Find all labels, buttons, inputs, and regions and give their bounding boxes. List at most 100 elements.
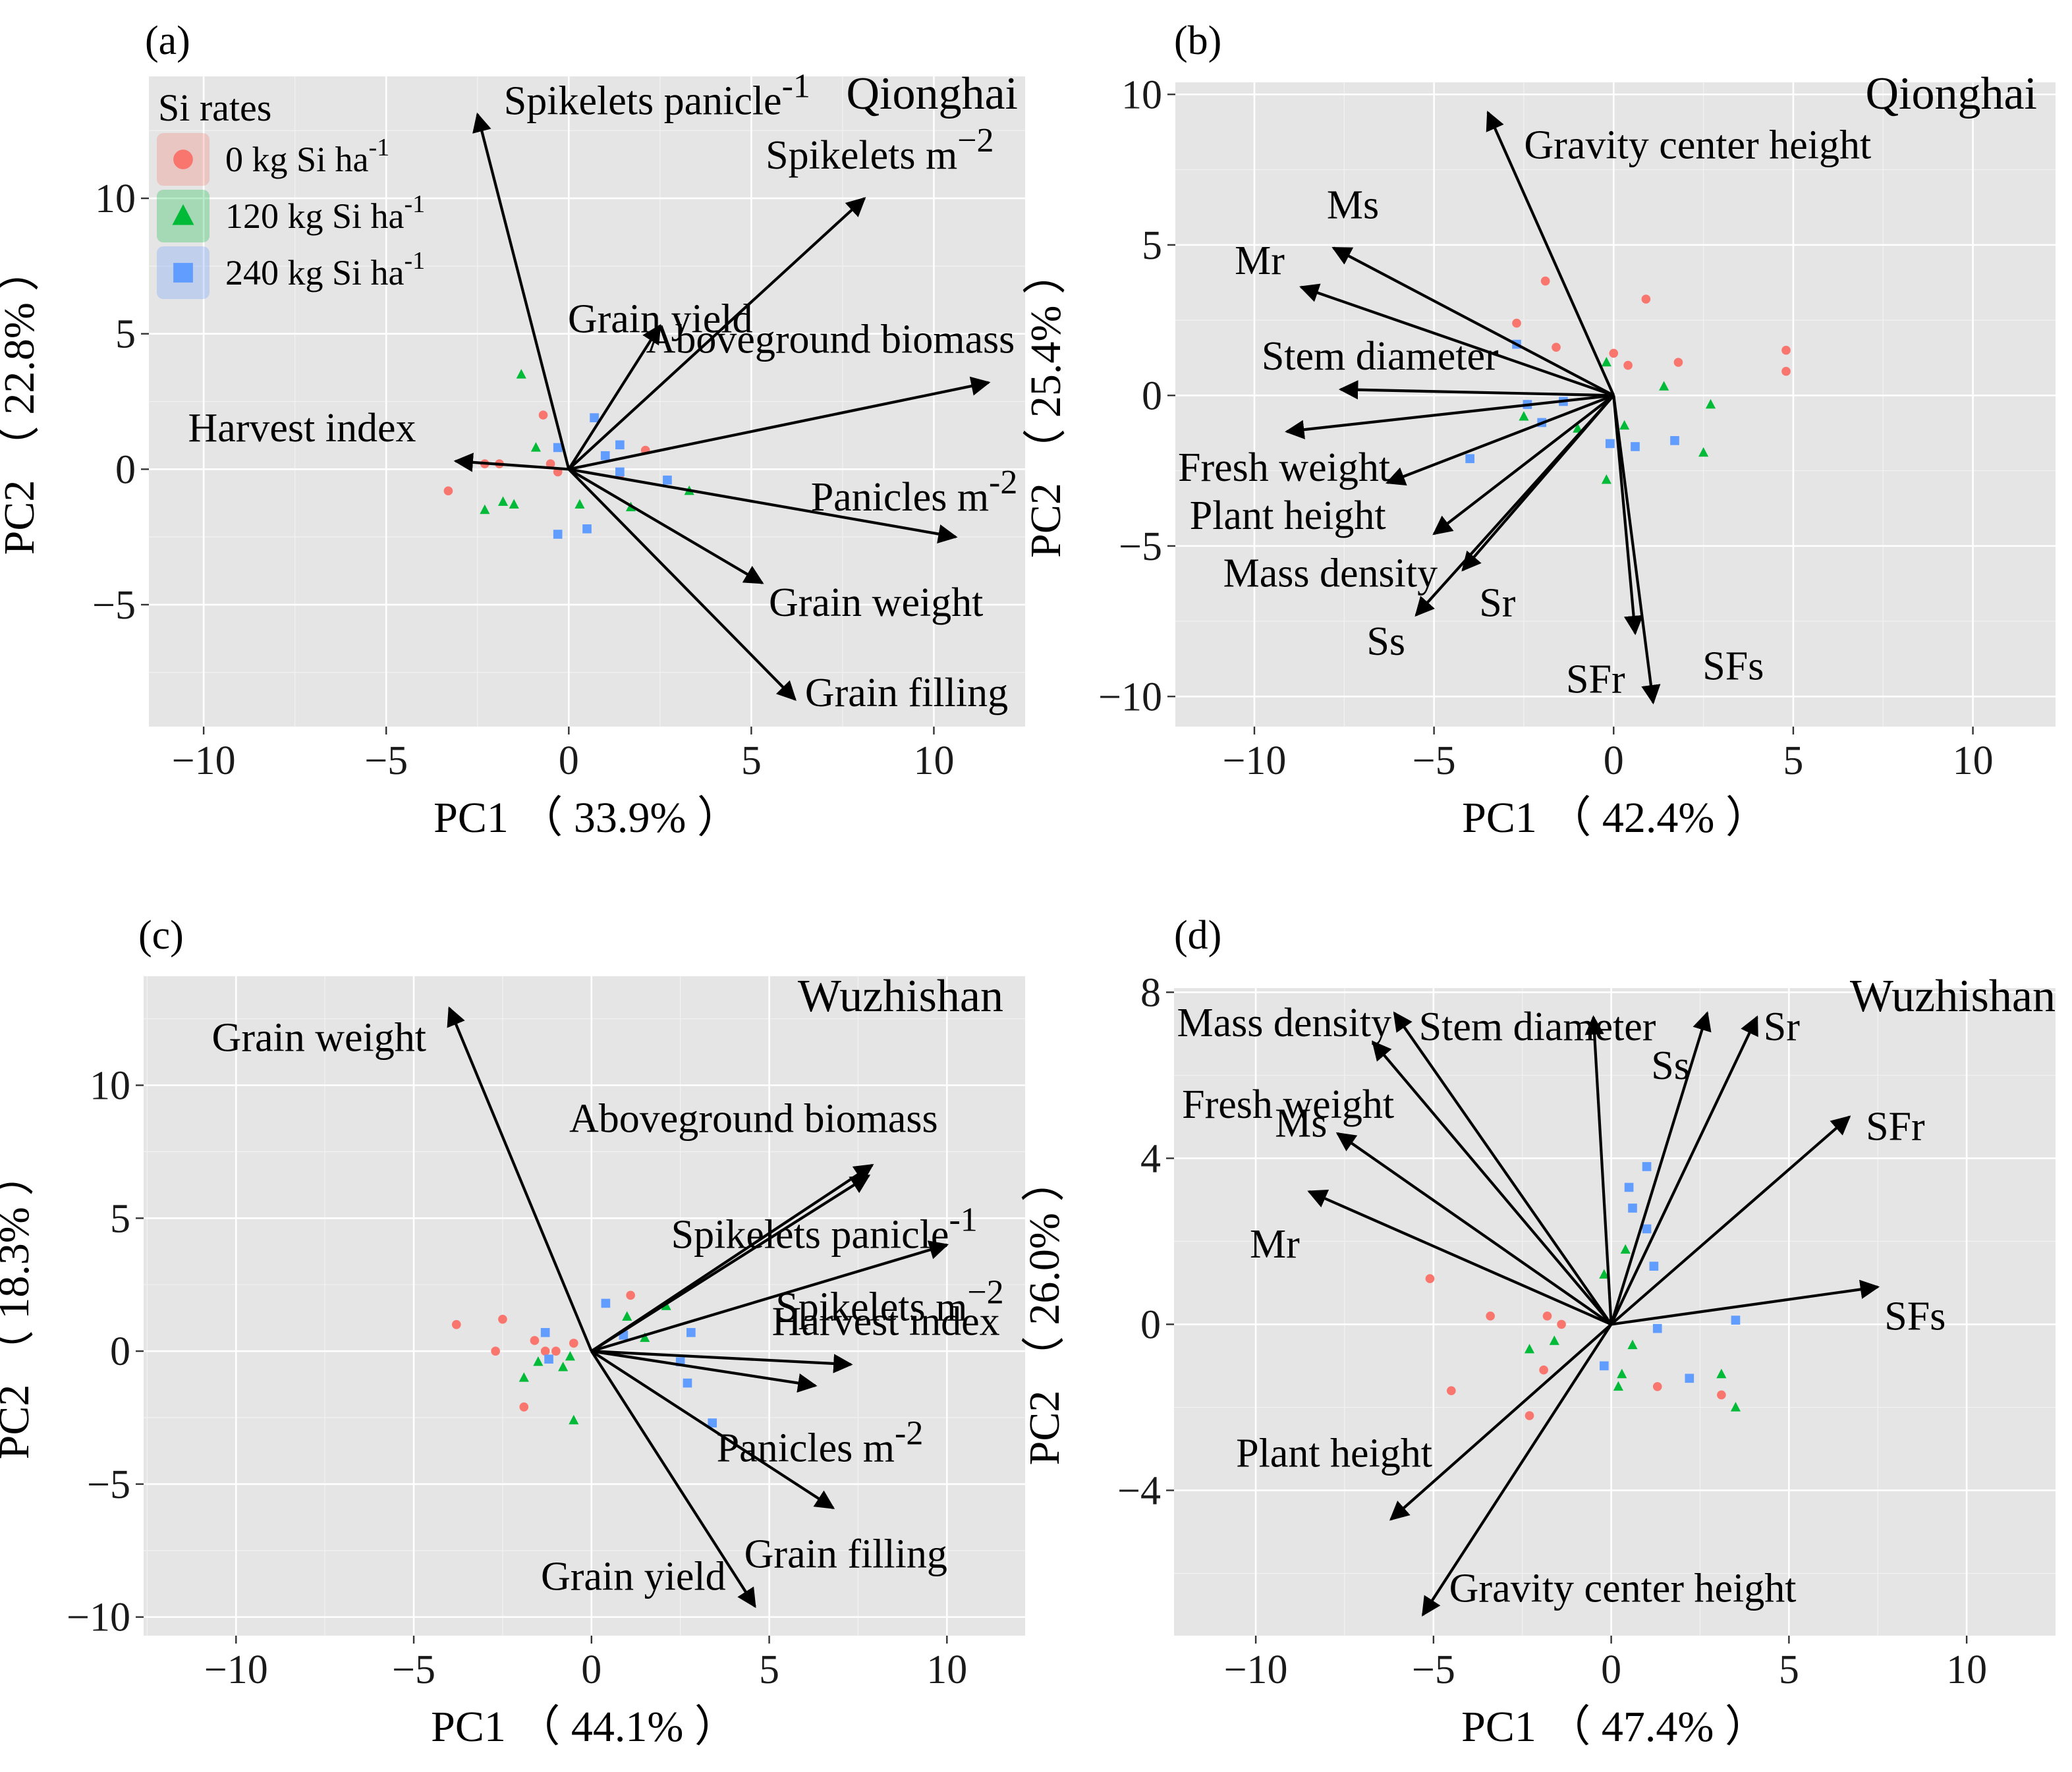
loading-arrow (590, 1174, 871, 1352)
data-point (686, 1328, 696, 1337)
loading-arrow (568, 468, 764, 584)
loading-label: Aboveground biomass (646, 318, 1015, 362)
loading-arrow (591, 1350, 818, 1393)
loading-arrow (1611, 1279, 1880, 1326)
data-point (516, 369, 526, 379)
loading-arrow (568, 468, 958, 544)
data-point (530, 442, 541, 452)
data-point (1613, 1381, 1623, 1391)
data-point (590, 413, 599, 422)
loading-label: Stem diameter (1419, 1005, 1656, 1049)
loading-arrow (1393, 1011, 1613, 1325)
y-tick-label: −5 (1119, 524, 1162, 569)
data-point (451, 1319, 461, 1329)
data-point (1717, 1390, 1726, 1400)
y-tick-label: 5 (115, 312, 136, 357)
data-point (553, 443, 563, 453)
data-point (519, 1402, 529, 1412)
loading-label: Harvest index (188, 406, 416, 451)
site-label: Wuzhishan (798, 971, 1003, 1022)
data-point (538, 410, 548, 420)
data-point (1641, 294, 1651, 304)
data-point (540, 1346, 550, 1356)
data-point (663, 475, 672, 485)
data-point (1617, 1368, 1627, 1379)
x-tick-label: −10 (1222, 738, 1286, 783)
data-point (1425, 1274, 1435, 1283)
loading-label-superscript: −2 (957, 122, 994, 159)
loading-label-superscript: −2 (967, 1274, 1003, 1312)
y-axis-label: PC2 （ 26.0% ） (1021, 1159, 1069, 1466)
loading-arrow (1612, 395, 1661, 705)
data-point (1552, 343, 1561, 352)
y-tick-label: −4 (1117, 1468, 1161, 1513)
panel-d: −10 −5 0 5 10 −4 0 4 8 PC1 （ 47.4% ） PC2 （ 26.0% ）… (1021, 913, 2056, 1751)
x-tick-label: 10 (1946, 1647, 1987, 1692)
series-0-kg (451, 1290, 635, 1412)
panel-background (144, 976, 1025, 1636)
data-point (1609, 348, 1619, 358)
loading-label: Grain filling (744, 1532, 947, 1576)
data-point (1781, 345, 1791, 355)
y-tick-label: 0 (1142, 374, 1162, 418)
y-tick-label: 10 (90, 1063, 130, 1108)
y-tick-label: −10 (67, 1595, 130, 1640)
y-tick-label: 5 (110, 1196, 130, 1241)
x-tick-label: −5 (392, 1647, 435, 1692)
loading-arrow (590, 1350, 835, 1510)
data-point (1716, 1368, 1727, 1379)
loading-arrow (1486, 111, 1615, 397)
series-240-kg (1465, 339, 1679, 464)
y-tick-label: 0 (115, 447, 136, 492)
loading-label: Plant height (1236, 1431, 1432, 1476)
loading-label: Gravity center height (1524, 123, 1871, 168)
data-point (1731, 1315, 1741, 1325)
data-point (1659, 381, 1669, 391)
panel-label: (a) (145, 18, 190, 63)
data-point (622, 1311, 632, 1321)
legend-entry-superscript: -1 (369, 134, 390, 161)
loading-label-superscript: -1 (782, 68, 810, 105)
series-120-kg (518, 1300, 671, 1425)
data-point (518, 1372, 529, 1382)
loading-label-superscript: -1 (949, 1202, 977, 1239)
data-point (1519, 411, 1529, 421)
y-tick-label: −5 (87, 1462, 130, 1507)
legend-entry-label: 120 kg Si ha-1 (225, 190, 425, 236)
x-tick-label: −10 (172, 738, 236, 783)
x-axis-label: PC1 （ 44.1% ） (431, 1703, 738, 1751)
data-point (640, 1332, 650, 1343)
x-tick-label: 5 (759, 1647, 779, 1692)
legend-entry-label: 240 kg Si ha-1 (225, 247, 425, 292)
data-point (1525, 1411, 1534, 1420)
panel-label: (b) (1174, 18, 1221, 63)
y-tick-label: 10 (1121, 72, 1162, 117)
x-tick-label: −10 (1224, 1647, 1288, 1692)
loading-arrow (591, 1350, 853, 1373)
data-point (569, 1339, 578, 1348)
x-axis-label: PC1 （ 33.9% ） (434, 794, 741, 842)
legend-key (172, 204, 194, 225)
series-240-kg (540, 1298, 717, 1427)
y-axis-label: PC2 （ 18.3% ） (0, 1153, 38, 1460)
data-point (1599, 1361, 1609, 1371)
loading-label: Stem diameter (1262, 334, 1499, 379)
loading-label: Mr (1250, 1222, 1300, 1267)
panel-c: −10 −5 0 5 10 −10 −5 0 5 10 PC1 （ 44.1% ） PC2 （ 18.… (0, 913, 1025, 1751)
loading-arrow (1421, 1323, 1613, 1617)
loading-label: Plant height (1190, 493, 1386, 538)
x-tick-label: −5 (1413, 738, 1456, 783)
data-point (601, 1298, 611, 1308)
data-point (1642, 1162, 1652, 1171)
y-tick-label: 8 (1140, 970, 1161, 1015)
loading-arrow (453, 453, 569, 472)
loading-arrow (1331, 246, 1615, 397)
data-point (1631, 442, 1640, 451)
data-point (1620, 1244, 1631, 1254)
data-point (498, 1314, 507, 1324)
legend-title: Si rates (158, 86, 271, 129)
data-point (1465, 454, 1474, 464)
data-point (533, 1356, 544, 1366)
data-point (1628, 1204, 1637, 1213)
y-axis-label: PC2 （ 25.4% ） (1022, 251, 1070, 558)
